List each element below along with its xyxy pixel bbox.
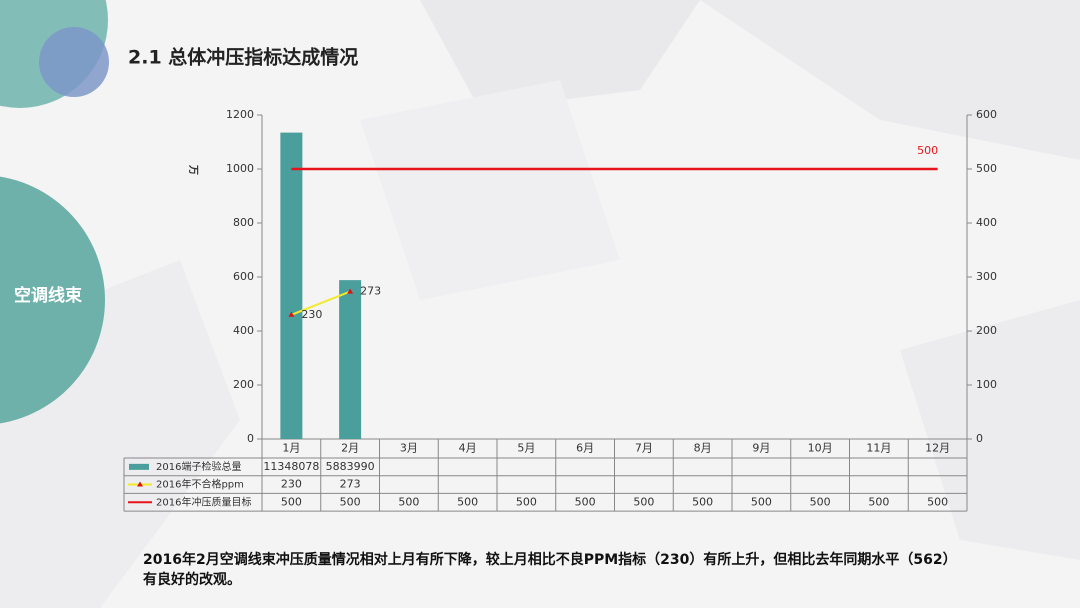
table-cell: 500 — [751, 495, 772, 508]
y-axis-label: 万 — [187, 164, 199, 175]
x-tick-label: 2月 — [341, 442, 359, 455]
x-tick-label: 4月 — [459, 442, 477, 455]
x-tick-label: 5月 — [517, 442, 535, 455]
table-cell: 273 — [340, 478, 361, 491]
footer-text: 2016年2月空调线束冲压质量情况相对上月有所下降，较上月相比不良PPM指标（2… — [143, 552, 957, 588]
table-cell: 500 — [927, 495, 948, 508]
data-label: 273 — [360, 285, 381, 298]
y2-tick-label: 300 — [976, 270, 997, 283]
x-tick-label: 12月 — [925, 442, 950, 455]
bar — [280, 132, 303, 439]
legend-label: 2016年冲压质量目标 — [156, 495, 251, 508]
x-tick-label: 8月 — [694, 442, 712, 455]
deco-circle — [39, 27, 109, 97]
data-label: 500 — [917, 144, 938, 157]
bar — [339, 280, 362, 439]
slide-title: 2.1 总体冲压指标达成情况 — [128, 46, 358, 69]
table-cell: 5883990 — [326, 460, 375, 473]
y-tick-label: 400 — [233, 324, 254, 337]
table-cell: 500 — [633, 495, 654, 508]
table-cell: 11348078 — [263, 460, 319, 473]
x-tick-label: 1月 — [282, 442, 300, 455]
y-tick-label: 1200 — [226, 108, 254, 121]
table-cell: 230 — [281, 478, 302, 491]
table-cell: 500 — [340, 495, 361, 508]
deco-circle — [0, 176, 105, 424]
y2-tick-label: 400 — [976, 216, 997, 229]
y2-tick-label: 600 — [976, 108, 997, 121]
x-tick-label: 6月 — [576, 442, 594, 455]
table-cell: 500 — [810, 495, 831, 508]
legend-swatch — [129, 463, 149, 470]
x-tick-label: 9月 — [752, 442, 770, 455]
side-label: 空调线束 — [14, 285, 82, 306]
legend-label: 2016端子检验总量 — [156, 460, 241, 473]
legend-marker — [137, 481, 143, 487]
y2-tick-label: 0 — [976, 432, 983, 445]
table-cell: 500 — [457, 495, 478, 508]
x-tick-label: 11月 — [866, 442, 891, 455]
legend-label: 2016年不合格ppm — [156, 478, 244, 491]
y2-tick-label: 500 — [976, 162, 997, 175]
table-cell: 500 — [281, 495, 302, 508]
y-tick-label: 0 — [247, 432, 254, 445]
x-tick-label: 3月 — [400, 442, 418, 455]
line — [291, 290, 351, 316]
x-tick-label: 10月 — [808, 442, 833, 455]
table-cell: 500 — [516, 495, 537, 508]
x-tick-label: 7月 — [635, 442, 653, 455]
marker — [347, 288, 354, 294]
y-tick-label: 200 — [233, 378, 254, 391]
y2-tick-label: 200 — [976, 324, 997, 337]
table-cell: 500 — [692, 495, 713, 508]
y2-tick-label: 100 — [976, 378, 997, 391]
y-tick-label: 600 — [233, 270, 254, 283]
table-cell: 500 — [575, 495, 596, 508]
marker — [288, 311, 295, 317]
y-tick-label: 1000 — [226, 162, 254, 175]
y-tick-label: 800 — [233, 216, 254, 229]
table-cell: 500 — [398, 495, 419, 508]
table-cell: 500 — [868, 495, 889, 508]
data-label: 230 — [301, 308, 322, 321]
